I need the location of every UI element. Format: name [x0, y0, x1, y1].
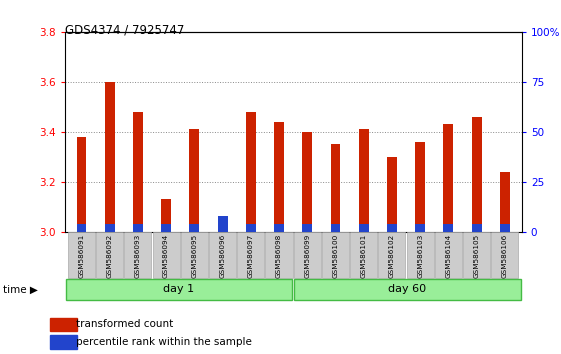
Bar: [330, 224, 341, 232]
Bar: [295, 279, 521, 301]
Bar: [209, 232, 236, 278]
Bar: [153, 232, 180, 278]
Text: GSM586097: GSM586097: [248, 233, 254, 278]
Text: GSM586095: GSM586095: [191, 233, 197, 278]
Bar: [302, 224, 312, 232]
Text: time ▶: time ▶: [3, 285, 38, 295]
Bar: [407, 232, 434, 278]
Bar: [133, 112, 143, 232]
Bar: [491, 232, 518, 278]
Bar: [378, 232, 406, 278]
Bar: [274, 224, 284, 232]
Bar: [435, 232, 462, 278]
Text: GSM586101: GSM586101: [361, 233, 367, 278]
Bar: [96, 232, 123, 278]
Bar: [50, 335, 77, 349]
Bar: [218, 219, 228, 232]
Text: GSM586103: GSM586103: [417, 233, 423, 278]
Bar: [105, 82, 114, 232]
Text: GSM586094: GSM586094: [163, 233, 169, 278]
Bar: [246, 224, 256, 232]
Bar: [125, 232, 151, 278]
Text: GSM586098: GSM586098: [276, 233, 282, 278]
Bar: [330, 144, 341, 232]
Bar: [500, 172, 510, 232]
Bar: [161, 224, 171, 232]
Text: day 1: day 1: [163, 284, 194, 294]
Bar: [443, 224, 453, 232]
Bar: [265, 232, 292, 278]
Bar: [415, 224, 425, 232]
Bar: [322, 232, 349, 278]
Text: GSM586091: GSM586091: [79, 233, 85, 278]
Bar: [443, 124, 453, 232]
Bar: [415, 142, 425, 232]
Text: GSM586106: GSM586106: [502, 233, 508, 278]
Bar: [190, 129, 199, 232]
Bar: [302, 132, 312, 232]
Bar: [237, 232, 264, 278]
Bar: [358, 129, 369, 232]
Bar: [76, 224, 86, 232]
Text: GSM586093: GSM586093: [135, 233, 141, 278]
Bar: [463, 232, 490, 278]
Bar: [105, 224, 114, 232]
Bar: [472, 117, 481, 232]
Bar: [387, 224, 397, 232]
Bar: [500, 224, 510, 232]
Text: GSM586104: GSM586104: [445, 233, 452, 278]
Text: GDS4374 / 7925747: GDS4374 / 7925747: [65, 23, 184, 36]
Text: GSM586102: GSM586102: [389, 233, 395, 278]
Text: GSM586096: GSM586096: [219, 233, 226, 278]
Text: day 60: day 60: [388, 284, 426, 294]
Bar: [294, 232, 321, 278]
Bar: [387, 157, 397, 232]
Bar: [133, 224, 143, 232]
Text: GSM586100: GSM586100: [333, 233, 338, 278]
Text: GSM586092: GSM586092: [107, 233, 113, 278]
Bar: [218, 216, 228, 232]
Bar: [68, 232, 95, 278]
Bar: [472, 224, 481, 232]
Bar: [350, 232, 377, 278]
Bar: [76, 137, 86, 232]
Text: percentile rank within the sample: percentile rank within the sample: [76, 337, 252, 347]
Text: transformed count: transformed count: [76, 319, 173, 329]
Bar: [246, 112, 256, 232]
Bar: [358, 224, 369, 232]
Bar: [66, 279, 292, 301]
Bar: [274, 122, 284, 232]
Text: GSM586105: GSM586105: [473, 233, 480, 278]
Bar: [181, 232, 208, 278]
Text: GSM586099: GSM586099: [304, 233, 310, 278]
Bar: [50, 318, 77, 331]
Bar: [161, 199, 171, 232]
Bar: [190, 224, 199, 232]
